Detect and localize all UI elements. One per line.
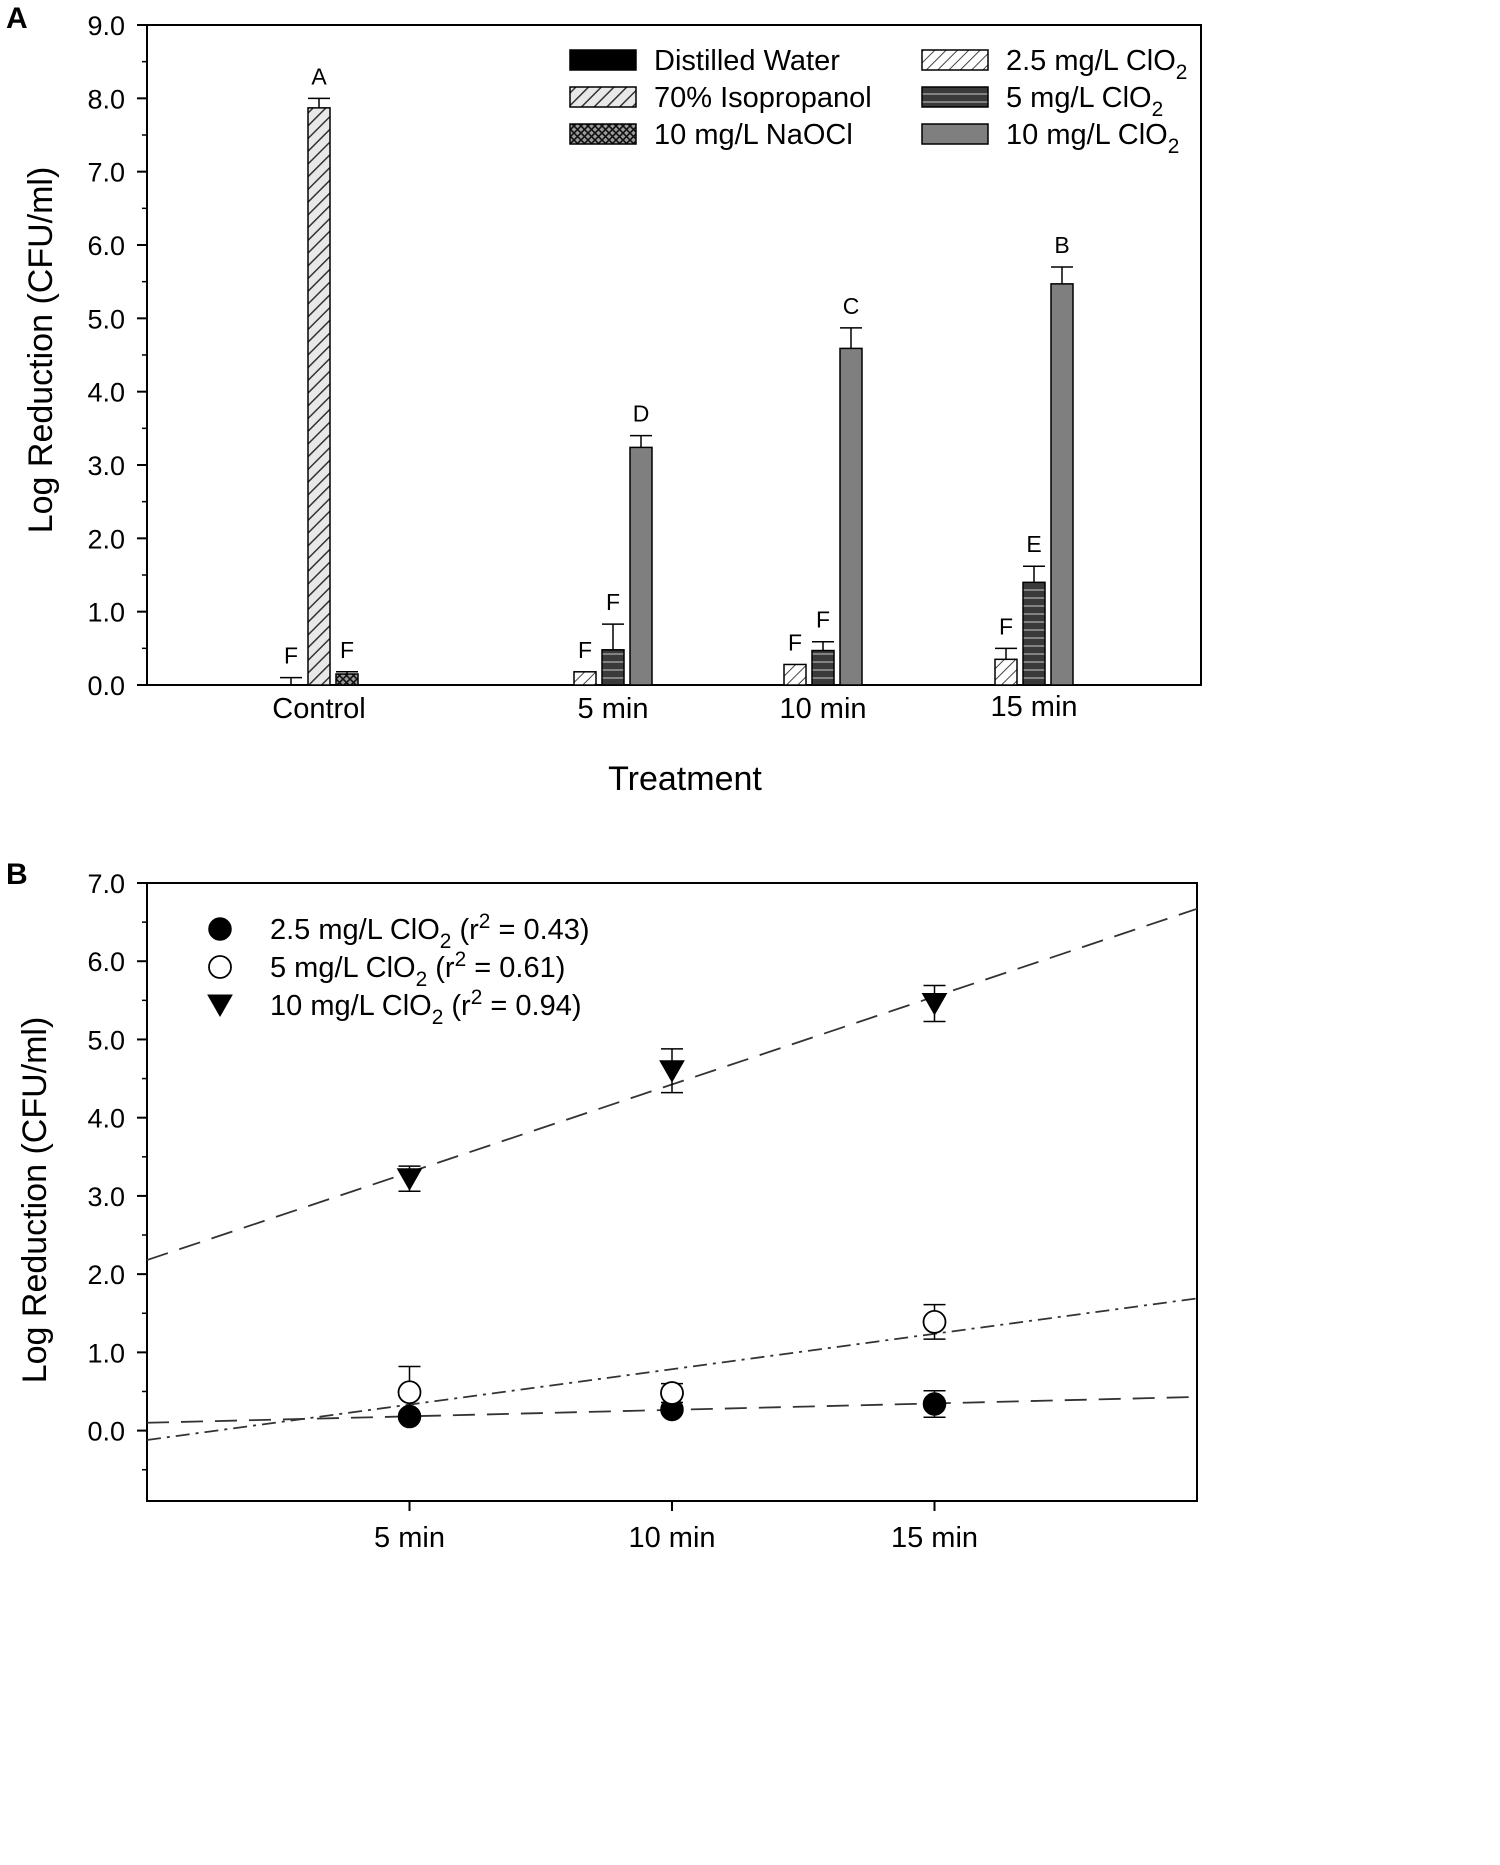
b-point-open-circle (922, 1309, 947, 1334)
b-y-tick-label: 0.0 (87, 1417, 125, 1447)
b-y-tick-label: 7.0 (87, 869, 125, 899)
a-y-tick-label: 6.0 (87, 231, 125, 261)
a-significance-letter: F (578, 637, 592, 663)
b-y-tick-label: 2.0 (87, 1260, 125, 1290)
a-significance-letter: F (284, 643, 298, 669)
a-y-tick-label: 5.0 (87, 304, 125, 334)
b-legend-label: 2.5 mg/L ClO2 (r2 = 0.43) (270, 910, 590, 953)
panel-a-x-axis-title: Treatment (608, 760, 762, 798)
a-significance-letter: D (633, 401, 650, 427)
panel-b-fit-lines (146, 907, 1198, 1441)
a-significance-letter: A (311, 63, 327, 89)
b-y-tick-label: 1.0 (87, 1338, 125, 1368)
b-fit-line (146, 1297, 1198, 1441)
b-x-tick-label: 10 min (628, 1522, 715, 1554)
panel-a-x-axis: Control 5 min 10 min 15 min (272, 691, 1077, 725)
a-significance-letter: F (999, 613, 1013, 639)
a-y-tick-label: 9.0 (87, 11, 125, 41)
b-point-triangle (921, 992, 948, 1016)
a-y-tick-label: 3.0 (87, 451, 125, 481)
a-y-tick-label: 8.0 (87, 84, 125, 114)
a-legend-swatch (569, 123, 637, 145)
b-x-tick-label: 15 min (891, 1522, 978, 1554)
a-legend-swatch (921, 86, 989, 108)
a-bar (307, 107, 331, 686)
b-y-tick-label: 3.0 (87, 1182, 125, 1212)
panel-b-label: B (6, 858, 28, 891)
a-legend-label: 5 mg/L ClO2 (1006, 82, 1163, 121)
a-category-label: 15 min (990, 691, 1077, 723)
panel-a-y-axis: 0.0 1.0 2.0 3.0 4.0 5.0 6.0 7.0 8.0 9.0 (87, 11, 147, 701)
b-point-triangle (659, 1060, 685, 1083)
panel-b-legend: 2.5 mg/L ClO2 (r2 = 0.43)5 mg/L ClO2 (r2… (207, 910, 590, 1029)
a-legend-swatch (921, 49, 989, 71)
a-category-label: Control (272, 693, 366, 725)
b-point-open-circle (397, 1380, 422, 1405)
a-y-tick-label: 7.0 (87, 158, 125, 188)
b-legend-label: 10 mg/L ClO2 (r2 = 0.94) (270, 986, 582, 1029)
a-significance-letter: F (606, 589, 620, 615)
panel-b-x-axis: 5 min 10 min 15 min (374, 1501, 978, 1554)
panel-b-points (396, 984, 948, 1429)
panel-b-y-axis-title: Log Reduction (CFU/ml) (16, 1017, 54, 1384)
a-legend-label: 10 mg/L ClO2 (1006, 119, 1179, 158)
a-bar (839, 347, 863, 686)
a-y-tick-label: 0.0 (87, 671, 125, 701)
a-significance-letter: B (1054, 232, 1069, 258)
a-bar (335, 673, 359, 686)
a-bar (573, 671, 597, 686)
b-y-tick-label: 4.0 (87, 1104, 125, 1134)
b-point-triangle (207, 994, 233, 1018)
a-bar (994, 658, 1018, 686)
a-significance-letter: F (788, 629, 802, 655)
a-legend-label: 2.5 mg/L ClO2 (1006, 45, 1187, 84)
a-legend-label: Distilled Water (654, 45, 840, 77)
b-x-tick-label: 5 min (374, 1522, 445, 1554)
b-point-filled-circle (922, 1392, 947, 1416)
b-point-triangle (396, 1168, 423, 1191)
a-bar (783, 663, 807, 686)
a-bar (1022, 581, 1046, 686)
a-significance-letter: F (816, 607, 830, 633)
a-bar (629, 446, 653, 686)
a-significance-letter: F (340, 637, 354, 663)
panel-b-y-axis: 0.0 1.0 2.0 3.0 4.0 5.0 6.0 7.0 (87, 869, 147, 1471)
a-legend-swatch (569, 49, 637, 71)
a-legend-label: 10 mg/L NaOCl (654, 119, 853, 151)
panel-a-y-axis-title: Log Reduction (CFU/ml) (22, 167, 60, 534)
a-category-label: 10 min (779, 693, 866, 725)
a-legend-swatch (921, 123, 989, 145)
a-significance-letter: C (843, 293, 860, 319)
b-point-filled-circle (208, 917, 232, 941)
panel-a-label: A (6, 2, 28, 35)
a-bar (811, 649, 835, 686)
panel-a-legend: Distilled Water 70% Isopropanol 10 mg/L Na… (569, 45, 1187, 158)
b-point-open-circle (208, 955, 232, 979)
a-legend-swatch (569, 86, 637, 108)
a-category-label: 5 min (578, 693, 649, 725)
a-significance-letter: E (1026, 531, 1041, 557)
a-y-tick-label: 1.0 (87, 598, 125, 628)
a-y-tick-label: 2.0 (87, 524, 125, 554)
a-legend-label: 70% Isopropanol (654, 82, 872, 114)
b-legend-label: 5 mg/L ClO2 (r2 = 0.61) (270, 948, 565, 991)
a-bar (601, 649, 625, 686)
a-y-tick-label: 4.0 (87, 378, 125, 408)
a-bar (1050, 283, 1074, 686)
b-y-tick-label: 5.0 (87, 1025, 125, 1055)
b-y-tick-label: 6.0 (87, 947, 125, 977)
b-point-open-circle (660, 1381, 684, 1405)
